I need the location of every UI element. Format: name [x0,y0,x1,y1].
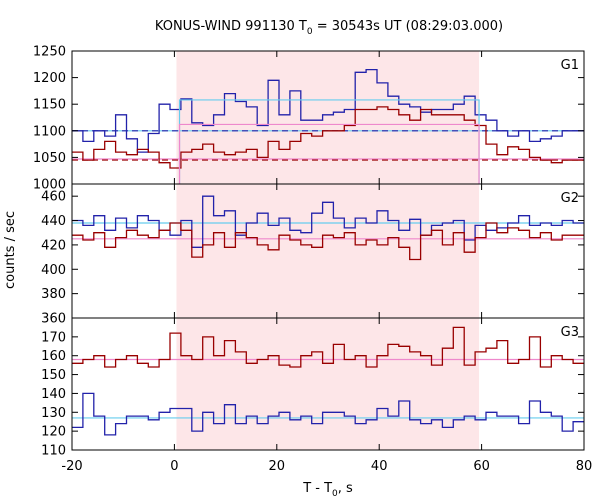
panel-3-series-blue [72,392,584,436]
panel-1-label: G1 [561,58,579,73]
x-tick-label: 80 [576,459,593,474]
panel-2-ytick-label: 420 [41,238,66,253]
x-axis-label: T - T0, s [302,481,353,499]
panel-2-series-red [72,222,584,261]
panel-3-ytick-label: 130 [41,406,66,421]
panel-3-ytick-label: 160 [41,349,66,364]
panel-3-label: G3 [561,325,579,340]
panel-2-ytick-label: 440 [41,214,66,229]
y-axis-label: counts / sec [3,211,18,289]
panel-2-ytick-label: 400 [41,263,66,278]
panel-1-ytick-label: 1050 [33,151,66,166]
panel-3-ytick-label: 120 [41,425,66,440]
panel-1-ytick-label: 1200 [33,71,66,86]
panel-1-series-blue [72,68,584,153]
panel-1-ytick-label: 1000 [33,178,66,193]
x-tick-label: 0 [170,459,178,474]
panel-1-interval-level-2 [178,123,480,184]
panel-2-ytick-label: 360 [41,312,66,327]
x-tick-label: 20 [269,459,286,474]
panel-3-ytick-label: 150 [41,368,66,383]
panel-3-series-red [72,326,584,368]
panel-3-ytick-label: 140 [41,387,66,402]
burst-interval-shade [176,51,480,450]
panel-3-ytick-label: 170 [41,330,66,345]
x-tick-label: 40 [371,459,388,474]
panel-2-ytick-label: 460 [41,190,66,205]
chart-title: KONUS-WIND 991130 T0 = 30543s UT (08:29:… [155,19,503,37]
panel-3-frame [71,317,585,451]
panel-3-ytick-label: 110 [41,444,66,459]
panel-1-ytick-label: 1100 [33,124,66,139]
panel-2-ytick-label: 380 [41,287,66,302]
panel-1-series-red [72,106,584,169]
panel-1-ytick-label: 1150 [33,98,66,113]
x-tick-label: -20 [61,459,82,474]
frame-layer: 100010501100115012001250G136038040042044… [33,45,592,475]
shade-layer [176,51,480,450]
series-layer [72,68,584,436]
panel-1-ytick-label: 1250 [33,45,66,60]
panel-2-label: G2 [561,191,579,206]
x-tick-label: 60 [473,459,490,474]
